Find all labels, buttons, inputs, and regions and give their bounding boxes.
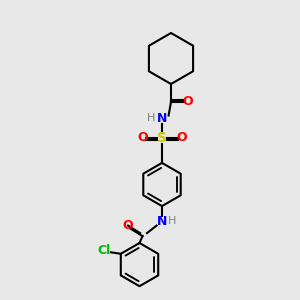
Text: H: H xyxy=(147,113,156,124)
Text: Cl: Cl xyxy=(98,244,111,257)
Text: S: S xyxy=(157,131,167,145)
Text: H: H xyxy=(168,216,177,226)
Text: N: N xyxy=(157,214,167,228)
Text: O: O xyxy=(182,95,193,109)
Text: O: O xyxy=(176,131,187,145)
Text: N: N xyxy=(157,112,167,125)
Text: O: O xyxy=(122,219,133,232)
Text: O: O xyxy=(137,131,148,145)
